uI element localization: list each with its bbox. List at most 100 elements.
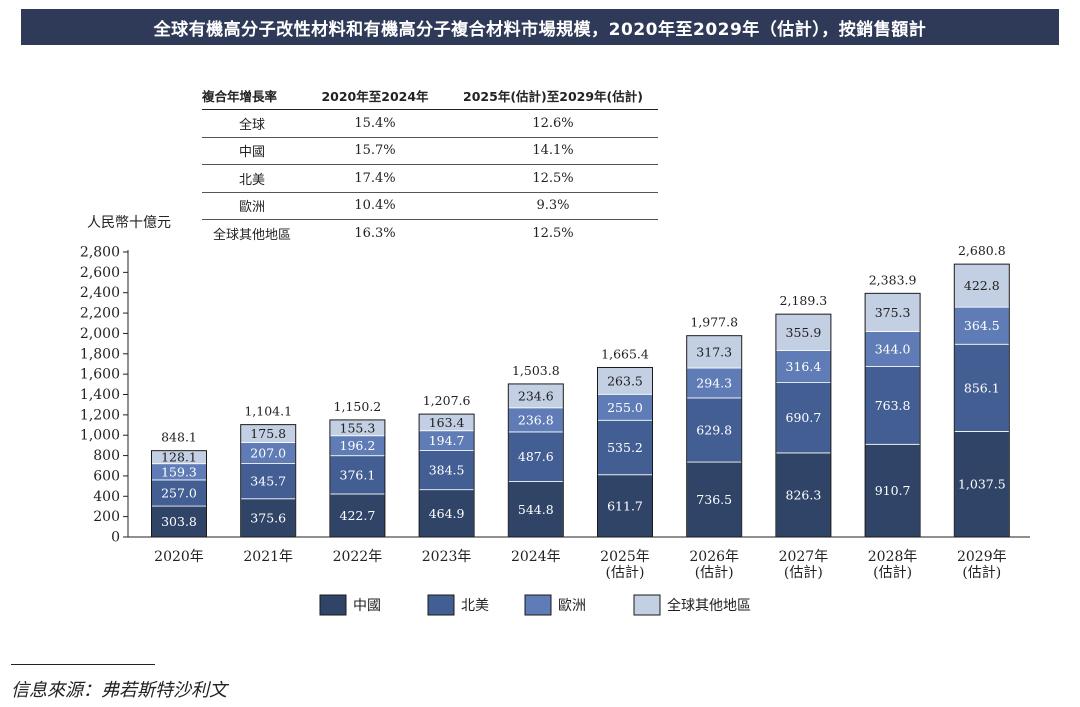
y-tick-label: 2,200	[80, 306, 120, 322]
cagr-header-period1: 2020年至2024年	[302, 84, 448, 110]
bar-outline	[240, 424, 297, 538]
data-label: 364.5	[964, 318, 1000, 333]
x-tick-label: 2020年	[154, 549, 204, 565]
data-label: 175.8	[250, 426, 286, 441]
data-label: 611.7	[607, 498, 643, 513]
bar-outline	[507, 383, 564, 538]
legend-swatch	[633, 594, 661, 616]
legend-swatch	[319, 594, 347, 616]
data-label: 303.8	[161, 514, 197, 529]
data-label: 910.7	[875, 483, 911, 498]
cagr-value-period1: 10.4%	[302, 192, 448, 220]
y-tick-label: 800	[93, 448, 120, 464]
bar-outline	[597, 366, 653, 538]
x-tick-label: (估計)	[606, 565, 645, 581]
cagr-table-header: 複合年增長率 2020年至2024年 2025年(估計)至2029年(估計)	[202, 84, 658, 110]
data-label: 294.3	[696, 375, 732, 390]
cagr-value-period1: 15.4%	[302, 109, 448, 138]
y-tick-label: 1,400	[80, 387, 120, 403]
data-label: 196.2	[340, 438, 376, 453]
data-label: 384.5	[429, 463, 465, 478]
bar-segment	[953, 306, 1010, 345]
total-label: 2,189.3	[780, 293, 828, 308]
cagr-value-period2: 9.3%	[448, 192, 658, 220]
bar-segment	[953, 430, 1010, 538]
y-tick-label: 2,000	[80, 326, 120, 342]
legend-label: 中國	[353, 598, 381, 614]
total-label: 848.1	[161, 430, 197, 445]
bar-outline	[864, 292, 921, 538]
data-label: 422.7	[340, 508, 376, 523]
data-label: 316.4	[786, 359, 822, 374]
total-label: 1,150.2	[334, 399, 382, 414]
bar-segment	[418, 489, 475, 538]
bar-segment	[953, 263, 1010, 308]
data-label: 255.0	[607, 400, 643, 415]
bar-outline	[418, 413, 475, 538]
cagr-value-period2: 14.1%	[448, 137, 658, 165]
bar-segment	[775, 313, 832, 351]
data-label: 194.7	[429, 433, 465, 448]
total-label: 2,680.8	[958, 243, 1006, 258]
table-row: 全球 15.4% 12.6%	[202, 109, 658, 138]
table-row: 全球其他地區 16.3% 12.5%	[202, 220, 658, 247]
bar-segment	[864, 366, 921, 445]
bar-segment	[686, 335, 743, 369]
cagr-region: 全球	[202, 109, 302, 138]
bar-segment	[507, 407, 564, 433]
x-tick-label: 2022年	[333, 549, 383, 565]
legend-swatch	[427, 594, 455, 616]
y-tick-label: 1,800	[80, 346, 120, 362]
bar-outline	[329, 419, 386, 538]
bar-segment	[418, 450, 475, 491]
data-label: 690.7	[786, 410, 822, 425]
y-tick-label: 600	[93, 468, 120, 484]
bar-segment	[597, 419, 653, 476]
data-label: 234.6	[518, 388, 554, 403]
data-label: 535.2	[607, 440, 643, 455]
y-tick-label: 2,400	[80, 285, 120, 301]
legend-label: 歐洲	[558, 598, 586, 614]
data-label: 629.8	[696, 422, 732, 437]
cagr-region: 全球其他地區	[212, 227, 291, 243]
x-tick-label: (估計)	[962, 565, 1001, 581]
x-tick-label: 2026年	[689, 549, 739, 565]
x-tick-label: (估計)	[695, 565, 734, 581]
data-label: 1,037.5	[958, 477, 1006, 492]
y-tick-label: 2,600	[80, 265, 120, 281]
y-tick-label: 400	[93, 489, 120, 505]
total-label: 1,207.6	[423, 393, 471, 408]
data-label: 464.9	[429, 506, 465, 521]
data-label: 263.5	[607, 373, 643, 388]
legend-swatch	[524, 594, 552, 616]
bar-segment	[864, 443, 921, 538]
table-row: 歐洲 10.4% 9.3%	[202, 192, 658, 220]
x-tick-label: 2027年	[779, 549, 829, 565]
cagr-value-period2: 12.5%	[448, 164, 658, 193]
source-divider	[11, 664, 155, 665]
y-tick-label: 2,800	[80, 245, 120, 261]
data-label: 207.0	[250, 446, 286, 461]
data-label: 155.3	[340, 420, 376, 435]
data-label: 736.5	[696, 492, 732, 507]
bar-outline	[151, 450, 207, 538]
data-label: 375.3	[875, 305, 911, 320]
total-label: 1,665.4	[601, 346, 649, 361]
y-tick-label: 200	[93, 509, 120, 525]
data-label: 375.6	[250, 510, 286, 525]
data-label: 376.1	[340, 467, 376, 482]
data-label: 422.8	[964, 278, 1000, 293]
cagr-region: 中國	[202, 137, 302, 165]
cagr-value-period1: 15.7%	[302, 137, 448, 165]
data-label: 159.3	[161, 464, 197, 479]
x-tick-label: 2029年	[957, 549, 1007, 565]
bar-outline	[775, 313, 832, 538]
data-label: 487.6	[518, 449, 554, 464]
cagr-header-label: 複合年增長率	[202, 84, 302, 110]
data-label: 355.9	[786, 325, 822, 340]
data-label: 163.4	[429, 415, 465, 430]
total-label: 1,977.8	[690, 315, 738, 330]
bar-segment	[597, 474, 653, 538]
legend-label: 北美	[461, 598, 489, 614]
x-tick-label: 2023年	[422, 549, 472, 565]
